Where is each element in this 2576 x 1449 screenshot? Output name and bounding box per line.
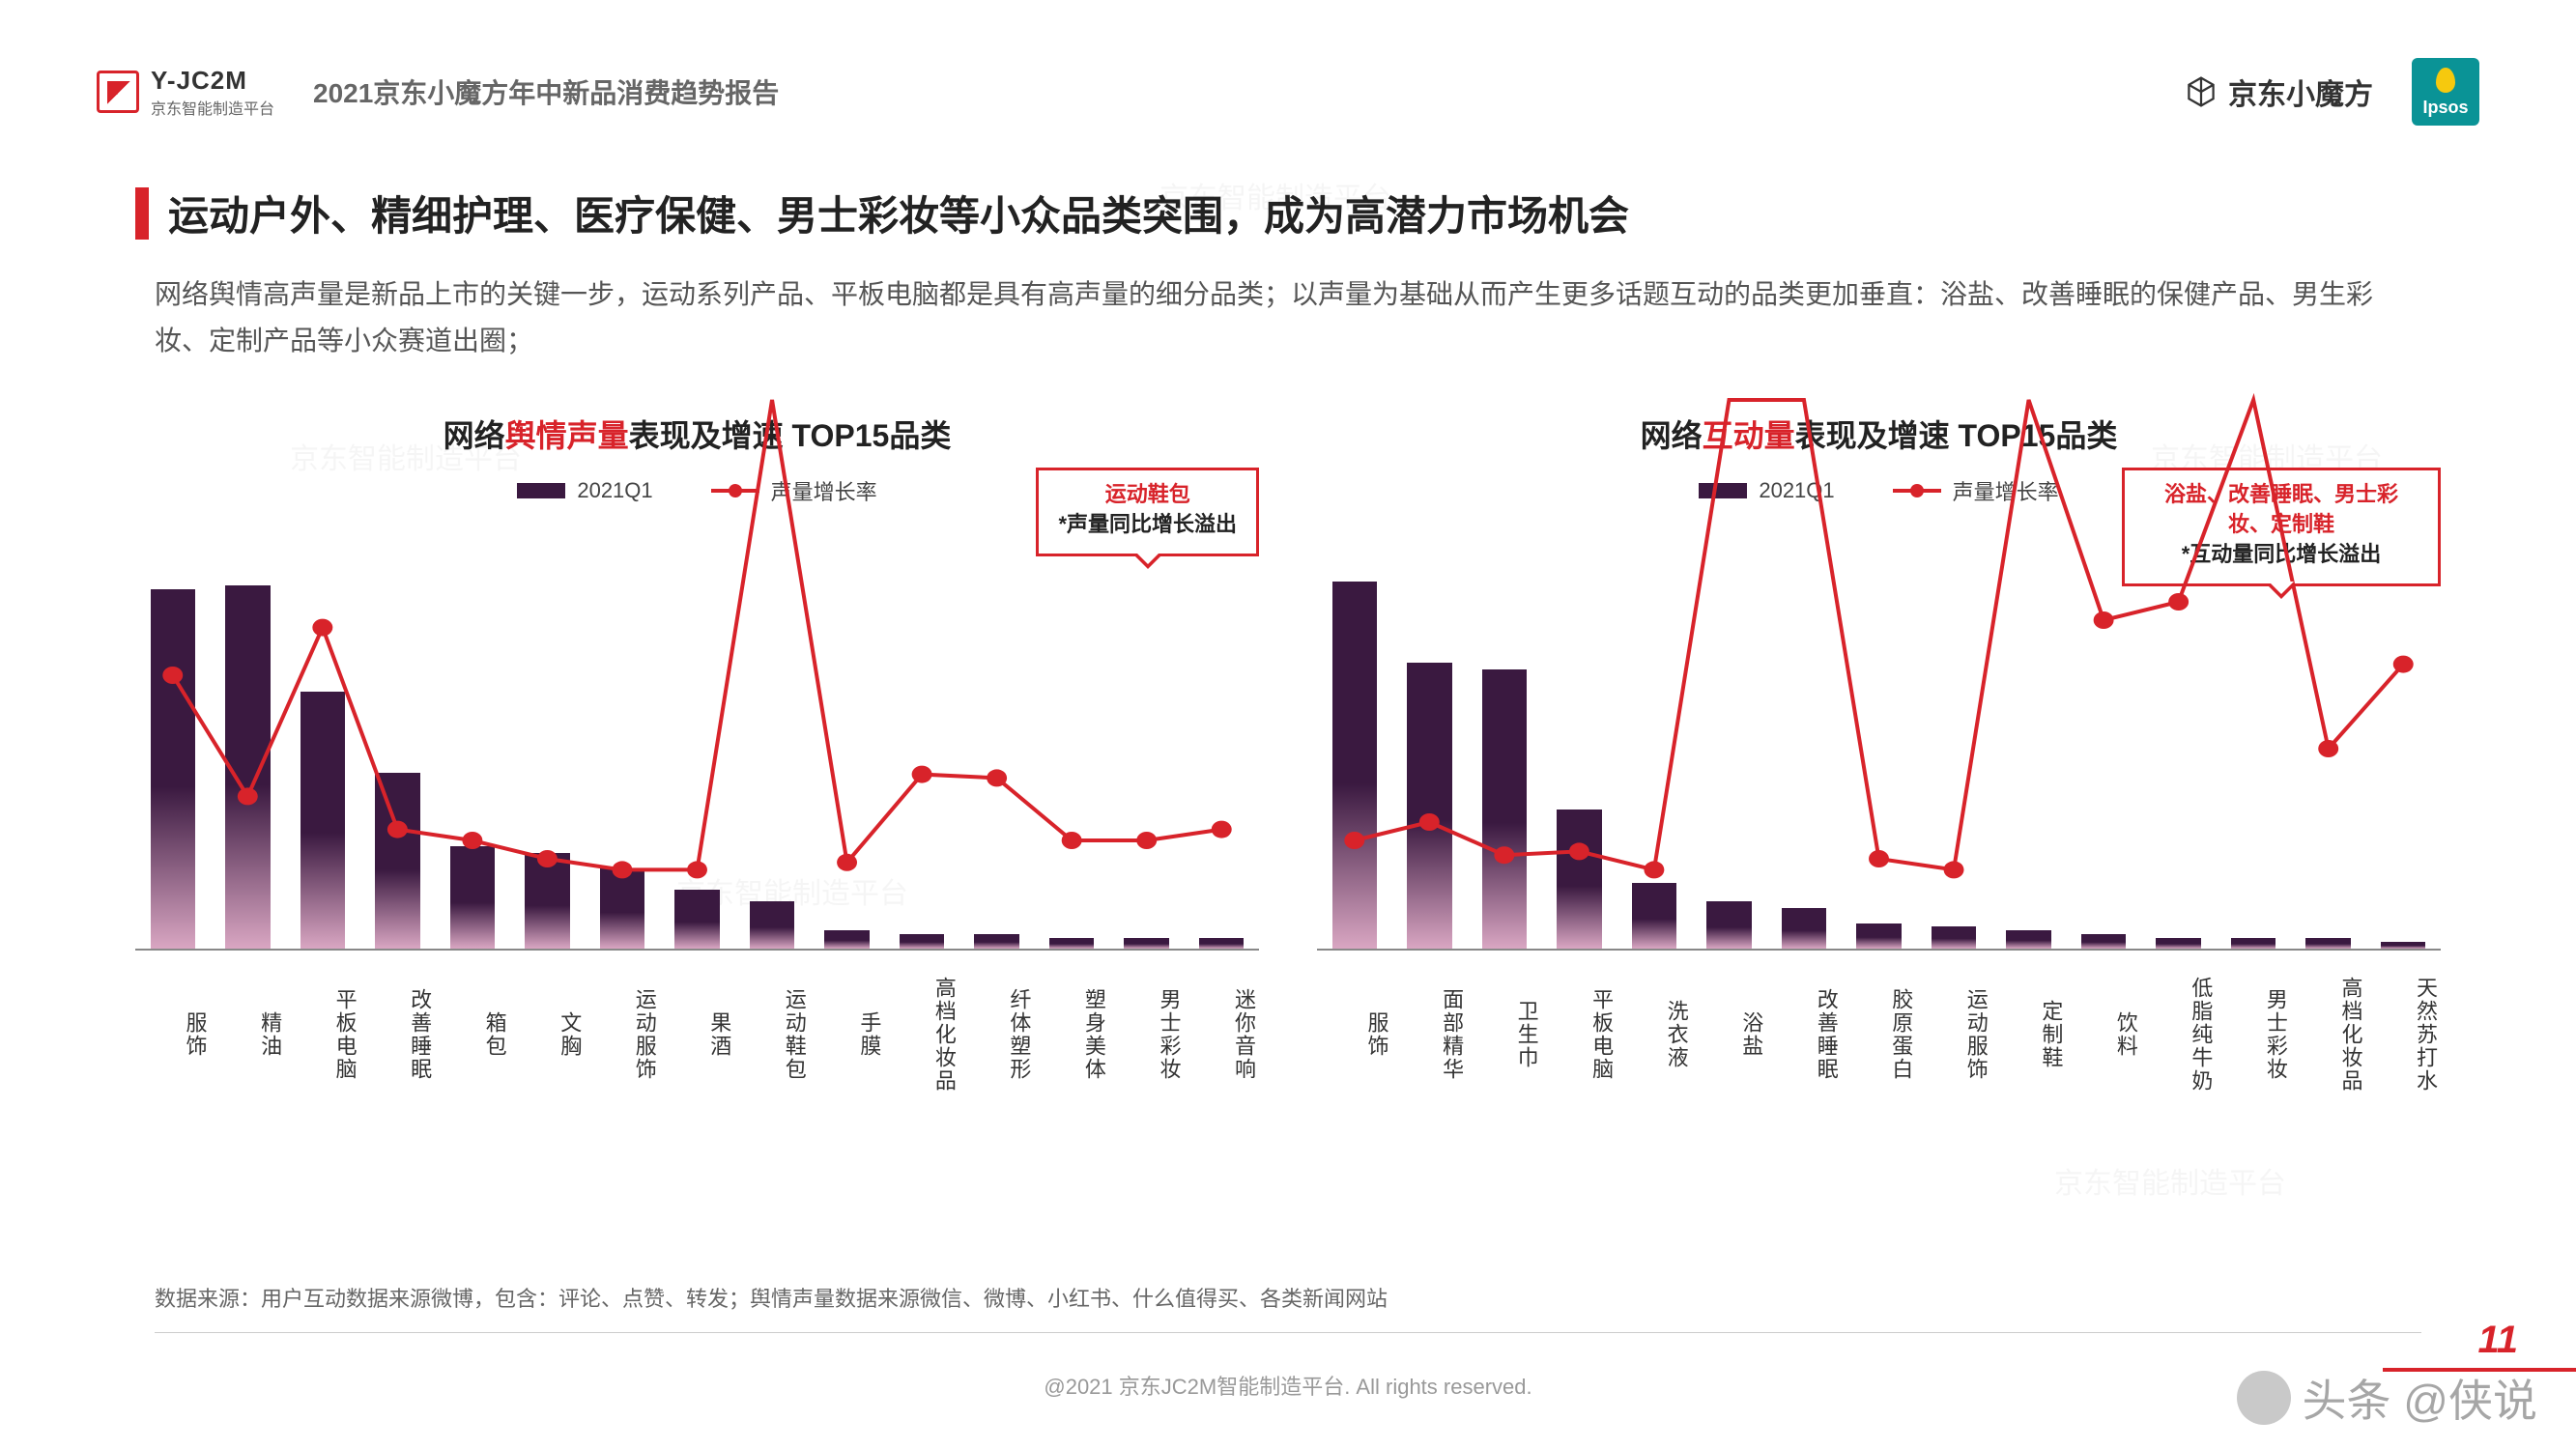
x-axis-label: 男士彩妆 xyxy=(1109,962,1185,1107)
x-axis-label: 服饰 xyxy=(1317,962,1392,1107)
legend-bar-label: 2021Q1 xyxy=(1759,478,1834,503)
chart-right-line xyxy=(1317,583,2441,951)
x-axis-label: 天然苏打水 xyxy=(2365,962,2441,1107)
x-axis-label: 精油 xyxy=(211,962,286,1107)
cube-icon xyxy=(2184,74,2218,109)
callout-red: 运动鞋包 xyxy=(1058,480,1237,510)
x-axis-label: 卫生巾 xyxy=(1467,962,1542,1107)
title-bar: 运动户外、精细护理、医疗保健、男士彩妆等小众品类突围，成为高潜力市场机会 xyxy=(0,155,2576,262)
brand-text: 京东小魔方 xyxy=(2228,71,2373,113)
footer-source: 数据来源：用户互动数据来源微博，包含：评论、点赞、转发；舆情声量数据来源微信、微… xyxy=(155,1282,2421,1333)
chart-right-title: 网络互动量表现及增速 TOP15品类 xyxy=(1317,412,2441,456)
x-axis-label: 饮料 xyxy=(2066,962,2141,1107)
page-number: 11 xyxy=(2477,1319,2518,1362)
x-axis-label: 箱包 xyxy=(435,962,510,1107)
x-axis-label: 浴盐 xyxy=(1692,962,1767,1107)
x-axis-label: 低脂纯牛奶 xyxy=(2141,962,2217,1107)
legend-bar-swatch xyxy=(517,483,565,498)
x-axis-label: 纤体塑形 xyxy=(959,962,1035,1107)
legend-line-swatch xyxy=(711,489,759,493)
charts-row: 网络舆情声量表现及增速 TOP15品类 2021Q1 声量增长率 运动鞋包 *声… xyxy=(0,392,2576,1107)
brand-logo: 京东小魔方 xyxy=(2184,71,2373,113)
x-axis-label: 迷你音响 xyxy=(1184,962,1259,1107)
signature-watermark: 头条 @侠说 xyxy=(2237,1366,2537,1430)
chart-left-callout: 运动鞋包 *声量同比增长溢出 xyxy=(1036,468,1259,556)
chart-right-xlabels: 服饰面部精华卫生巾平板电脑洗衣液浴盐改善睡眠胶原蛋白运动服饰定制鞋饮料低脂纯牛奶… xyxy=(1317,962,2441,1107)
chart-left-legend: 2021Q1 声量增长率 运动鞋包 *声量同比增长溢出 xyxy=(135,475,1259,506)
chart-left-line xyxy=(135,583,1259,951)
x-axis-label: 改善睡眠 xyxy=(360,962,436,1107)
title-accent-bar xyxy=(135,187,149,240)
chart-left-title: 网络舆情声量表现及增速 TOP15品类 xyxy=(135,412,1259,456)
x-axis-label: 平板电脑 xyxy=(285,962,360,1107)
logo-text-sub: 京东智能制造平台 xyxy=(151,96,274,119)
legend-line-item: 声量增长率 xyxy=(711,475,877,506)
x-axis-label: 运动鞋包 xyxy=(734,962,810,1107)
logo-icon xyxy=(97,71,139,113)
logo-text-main: Y-JC2M xyxy=(151,66,274,96)
signature-text: 头条 @侠说 xyxy=(2303,1366,2537,1430)
x-axis-label: 平板电脑 xyxy=(1542,962,1617,1107)
x-axis-label: 塑身美体 xyxy=(1034,962,1109,1107)
legend-line-label: 声量增长率 xyxy=(1953,475,2059,506)
legend-bar-swatch xyxy=(1699,483,1747,498)
x-axis-label: 运动服饰 xyxy=(1916,962,1991,1107)
x-axis-label: 男士彩妆 xyxy=(2216,962,2291,1107)
x-axis-label: 面部精华 xyxy=(1392,962,1468,1107)
x-axis-label: 高档化妆品 xyxy=(884,962,959,1107)
watermark: 京东智能制造平台 xyxy=(2054,1159,2286,1202)
callout-black: *声量同比增长溢出 xyxy=(1058,510,1237,540)
report-title: 2021京东小魔方年中新品消费趋势报告 xyxy=(313,72,779,111)
chart-left: 网络舆情声量表现及增速 TOP15品类 2021Q1 声量增长率 运动鞋包 *声… xyxy=(135,412,1259,1107)
legend-bar-item: 2021Q1 xyxy=(517,478,652,503)
x-axis-label: 胶原蛋白 xyxy=(1842,962,1917,1107)
x-axis-label: 运动服饰 xyxy=(585,962,660,1107)
x-axis-label: 改善睡眠 xyxy=(1766,962,1842,1107)
header: Y-JC2M 京东智能制造平台 2021京东小魔方年中新品消费趋势报告 京东小魔… xyxy=(0,0,2576,155)
chart-left-xlabels: 服饰精油平板电脑改善睡眠箱包文胸运动服饰果酒运动鞋包手膜高档化妆品纤体塑形塑身美… xyxy=(135,962,1259,1107)
legend-bar-label: 2021Q1 xyxy=(577,478,652,503)
signature-avatar-icon xyxy=(2237,1371,2291,1425)
x-axis-label: 服饰 xyxy=(135,962,211,1107)
x-axis-label: 洗衣液 xyxy=(1617,962,1692,1107)
x-axis-label: 果酒 xyxy=(660,962,735,1107)
subtitle: 网络舆情高声量是新品上市的关键一步，运动系列产品、平板电脑都是具有高声量的细分品… xyxy=(0,262,2576,392)
x-axis-label: 定制鞋 xyxy=(1991,962,2067,1107)
x-axis-label: 手膜 xyxy=(810,962,885,1107)
legend-line-item: 声量增长率 xyxy=(1893,475,2059,506)
chart-right: 网络互动量表现及增速 TOP15品类 2021Q1 声量增长率 浴盐、改善睡眠、… xyxy=(1317,412,2441,1107)
legend-line-swatch xyxy=(1893,489,1941,493)
page-title: 运动户外、精细护理、医疗保健、男士彩妆等小众品类突围，成为高潜力市场机会 xyxy=(168,184,1629,242)
logo-yjc2m: Y-JC2M 京东智能制造平台 xyxy=(97,66,274,119)
legend-bar-item: 2021Q1 xyxy=(1699,478,1834,503)
x-axis-label: 高档化妆品 xyxy=(2291,962,2366,1107)
ipsos-logo: Ipsos xyxy=(2412,58,2479,126)
x-axis-label: 文胸 xyxy=(510,962,586,1107)
chart-left-body xyxy=(135,545,1259,951)
footer-copyright: @2021 京东JC2M智能制造平台. All rights reserved. xyxy=(0,1370,2576,1401)
chart-right-body xyxy=(1317,545,2441,951)
